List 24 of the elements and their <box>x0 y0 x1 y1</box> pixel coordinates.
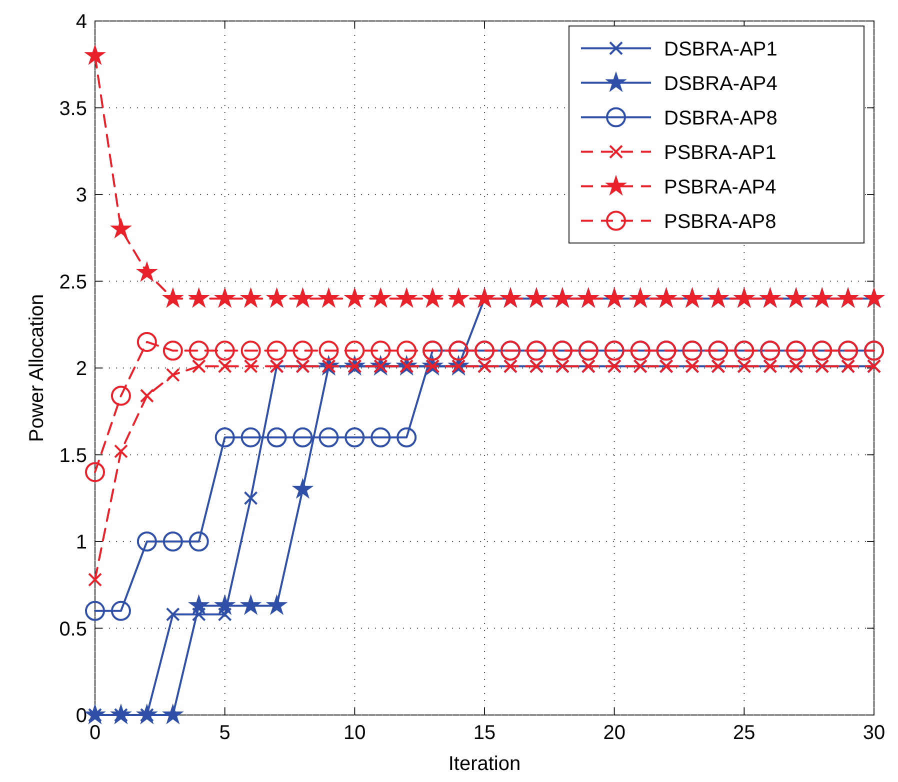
y-tick-label: 2.5 <box>59 271 87 294</box>
y-tick-label: 4 <box>76 11 87 33</box>
y-tick-label: 3.5 <box>59 98 87 120</box>
y-tick-label: 3 <box>76 184 87 206</box>
x-tick-label: 10 <box>344 722 366 744</box>
x-tick-label: 20 <box>603 722 626 744</box>
legend-label: DSBRA-AP1 <box>664 38 778 60</box>
x-tick-label: 25 <box>733 722 756 744</box>
x-axis-title: Iteration <box>448 753 521 775</box>
legend-label: DSBRA-AP8 <box>664 107 778 130</box>
x-tick-label: 5 <box>219 722 230 744</box>
x-tick-label: 15 <box>473 722 496 744</box>
y-axis-title: Power Allocation <box>26 294 48 442</box>
x-tick-label: 30 <box>862 722 886 744</box>
legend-label: PSBRA-AP4 <box>664 176 776 198</box>
x-tick-label: 0 <box>89 722 101 744</box>
y-tick-label: 0.5 <box>59 618 87 640</box>
legend-label: PSBRA-AP8 <box>664 210 776 233</box>
y-tick-label: 0 <box>76 705 87 727</box>
legend-label: PSBRA-AP1 <box>664 142 776 164</box>
legend-label: DSBRA-AP4 <box>664 72 778 95</box>
y-tick-label: 2 <box>76 358 87 380</box>
y-tick-label: 1.5 <box>59 444 87 467</box>
y-tick-label: 1 <box>76 532 87 554</box>
